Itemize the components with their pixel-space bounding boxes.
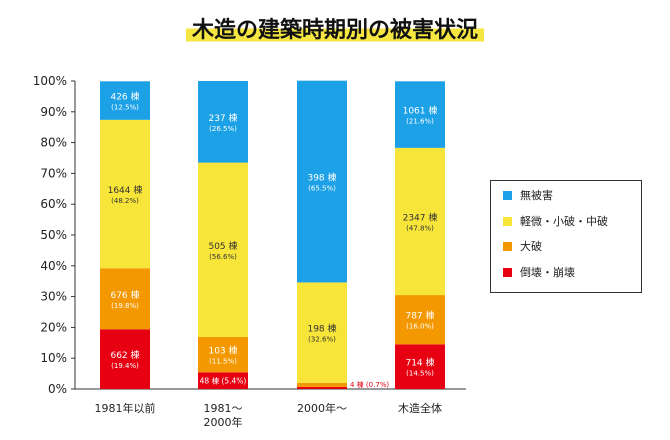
y-tick-label: 100%: [33, 74, 67, 88]
data-label: (65.5%): [308, 185, 336, 193]
data-label: 103 棟: [208, 345, 237, 357]
y-tick-label: 60%: [40, 197, 67, 211]
legend-item: 大破: [503, 238, 542, 254]
x-tick-label: 2000年: [204, 415, 243, 429]
data-label: 714 棟: [405, 357, 434, 369]
legend-swatch: [503, 241, 512, 251]
data-label: 505 棟: [208, 240, 237, 252]
data-label: (19.4%): [111, 362, 139, 370]
chart-title: 木造の建築時期別の被害状況: [185, 10, 484, 44]
data-label: (48.2%): [111, 197, 139, 205]
legend: 無被害軽微・小破・中破 大破倒壊・崩壊: [490, 180, 642, 293]
legend-item: 無被害: [503, 187, 553, 203]
data-label: (19.8%): [111, 302, 139, 310]
y-tick-label: 70%: [40, 166, 67, 180]
legend-swatch: [503, 216, 512, 226]
legend-item: 倒壊・崩壊: [503, 264, 575, 280]
legend-label: 倒壊・崩壊: [520, 266, 575, 279]
bar-segment: [100, 81, 150, 120]
data-label: (21.6%): [406, 118, 434, 126]
bar-segment: [198, 372, 248, 389]
legend-swatch: [503, 267, 512, 277]
bar-segment: [100, 329, 150, 389]
data-label: 237 棟: [208, 112, 237, 124]
data-label: (16.0%): [406, 323, 434, 331]
data-label: (47.8%): [406, 224, 434, 232]
bar-segment: [395, 344, 445, 389]
data-label: 1644 棟: [108, 184, 143, 196]
data-label: 787 棟: [405, 310, 434, 322]
bar-segment: [297, 382, 347, 387]
x-tick-label: 1981年以前: [95, 401, 156, 415]
x-tick-label: 木造全体: [398, 401, 442, 415]
bar-segment: [198, 336, 248, 373]
bar-segment: [395, 81, 445, 148]
legend-swatch: [503, 190, 512, 200]
legend-label: 軽微・小破・中破: [520, 215, 608, 228]
data-label: 426 棟: [110, 91, 139, 103]
bar-segment: [198, 162, 248, 337]
data-label: (26.5%): [209, 125, 237, 133]
y-tick-label: 40%: [40, 259, 67, 273]
y-tick-label: 10%: [40, 351, 67, 365]
bar-segment: [395, 147, 445, 296]
data-label: 4 棟 (0.7%): [350, 380, 389, 389]
data-label: (11.5%): [209, 358, 237, 366]
data-label: (32.6%): [308, 336, 336, 344]
bar-segment: [297, 80, 347, 283]
bar-segment: [297, 282, 347, 383]
data-label: 1061 棟: [403, 105, 438, 117]
bar-segment: [395, 295, 445, 345]
data-label: (56.6%): [209, 253, 237, 261]
y-tick-label: 30%: [40, 290, 67, 304]
bar-segment: [100, 119, 150, 269]
y-tick-label: 50%: [40, 228, 67, 242]
y-tick-label: 80%: [40, 136, 67, 150]
y-tick-label: 20%: [40, 320, 67, 334]
legend-label: 無被害: [520, 189, 553, 202]
data-label: 48 棟 (5.4%): [200, 376, 247, 386]
data-label: 676 棟: [110, 289, 139, 301]
data-label: 198 棟: [307, 323, 336, 335]
data-label: 662 棟: [110, 349, 139, 361]
x-tick-label: 1981～: [204, 402, 243, 415]
bar-segment: [100, 268, 150, 330]
y-tick-label: 90%: [40, 105, 67, 119]
legend-label: 大破: [520, 240, 542, 253]
x-tick-label: 2000年～: [297, 401, 347, 415]
data-label: 2347 棟: [403, 211, 438, 223]
bar-segment: [198, 81, 248, 163]
data-label: (12.5%): [111, 104, 139, 112]
legend-item: 軽微・小破・中破: [503, 213, 608, 229]
data-label: (14.5%): [406, 370, 434, 378]
bar-segment: [297, 386, 347, 389]
title-container: 木造の建築時期別の被害状況: [0, 10, 670, 44]
y-tick-label: 0%: [48, 382, 67, 396]
data-label: 398 棟: [307, 172, 336, 184]
